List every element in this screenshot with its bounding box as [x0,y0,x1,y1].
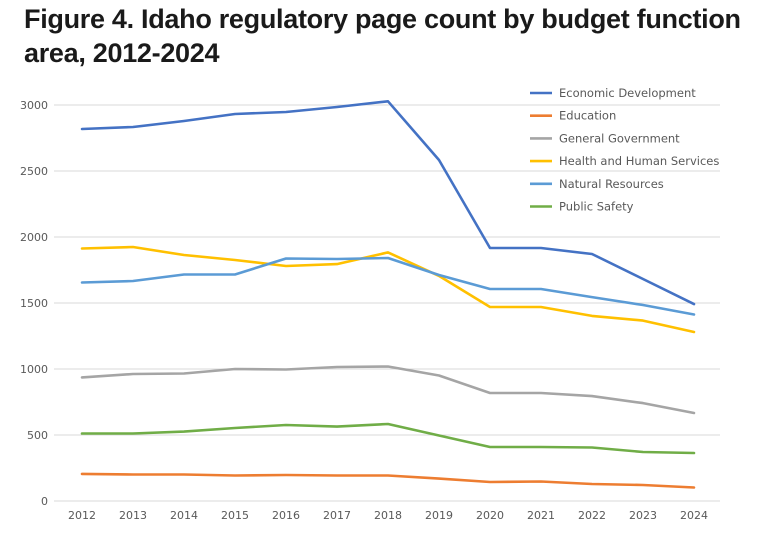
series-line [80,472,696,489]
y-tick-label: 3000 [20,99,48,112]
x-tick-label: 2014 [170,509,198,522]
x-tick-label: 2021 [527,509,555,522]
legend-label: General Government [559,131,680,145]
gridlines [54,104,720,502]
legend-label: Education [559,109,616,123]
legend-item: Economic Development [530,86,696,100]
y-tick-label: 0 [41,495,48,508]
y-tick-label: 1000 [20,363,48,376]
x-tick-label: 2018 [374,509,402,522]
y-tick-label: 2000 [20,231,48,244]
series-general-government [80,365,696,415]
legend: Economic Development Education General Gov… [530,86,719,214]
series-economic-development [80,100,696,306]
x-tick-label: 2016 [272,509,300,522]
chart-title: Figure 4. Idaho regulatory page count by… [24,4,741,68]
x-tick-label: 2015 [221,509,249,522]
legend-item: Education [530,109,616,123]
x-tick-label: 2012 [68,509,96,522]
y-axis-ticks: 0 500 1000 1500 2000 2500 3000 [20,99,48,508]
series-education [80,472,696,489]
x-tick-label: 2023 [629,509,657,522]
series-public-safety [80,422,696,455]
series-line [80,245,696,334]
x-tick-label: 2022 [578,509,606,522]
legend-item: Natural Resources [530,177,664,191]
x-tick-label: 2020 [476,509,504,522]
series-line [80,256,696,316]
series-line [80,365,696,415]
x-tick-label: 2024 [680,509,708,522]
series-natural-resources [80,256,696,316]
series-line [80,422,696,455]
x-tick-label: 2017 [323,509,351,522]
series-lines [80,100,696,489]
legend-label: Natural Resources [559,177,664,191]
x-tick-label: 2013 [119,509,147,522]
x-axis-ticks: 2012 2013 2014 2015 2016 2017 2018 2019 2020 2021… [68,509,708,522]
y-tick-label: 2500 [20,165,48,178]
y-tick-label: 500 [27,429,48,442]
legend-label: Public Safety [559,200,634,214]
y-tick-label: 1500 [20,297,48,310]
legend-item: Public Safety [530,200,634,214]
legend-item: Health and Human Services [530,154,719,168]
legend-label: Health and Human Services [559,154,719,168]
x-tick-label: 2019 [425,509,453,522]
legend-label: Economic Development [559,86,696,100]
legend-item: General Government [530,131,680,145]
